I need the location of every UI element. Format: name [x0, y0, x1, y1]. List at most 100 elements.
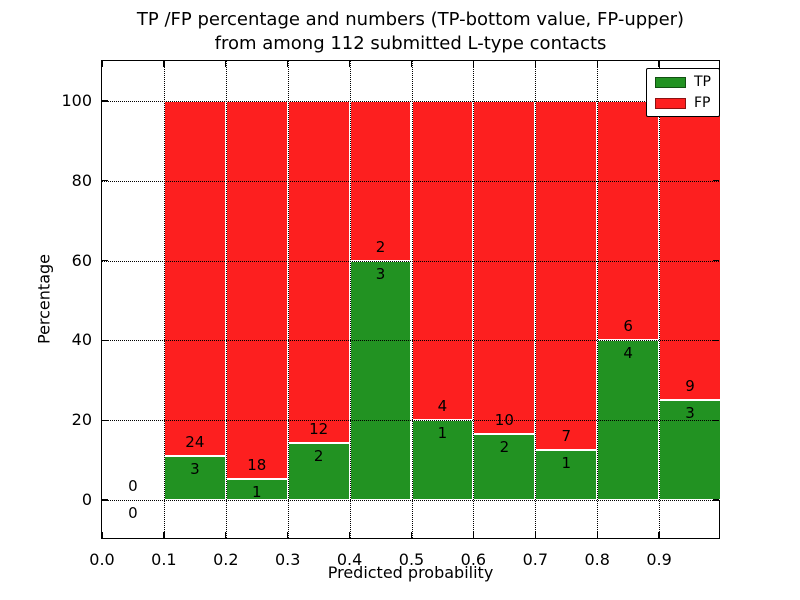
x-gridline	[349, 61, 351, 538]
x-tick-top	[410, 61, 413, 67]
tp-bar-segment	[163, 455, 226, 501]
x-tick-top	[225, 61, 227, 67]
tp-count-annotation: 0	[128, 504, 138, 523]
x-tick-bottom	[534, 532, 536, 538]
x-tick-bottom	[410, 532, 413, 538]
legend: TP FP	[646, 68, 720, 117]
x-gridline	[659, 61, 661, 538]
y-gridline	[102, 340, 719, 342]
tp-count-annotation: 2	[313, 447, 324, 466]
tick-layer	[101, 61, 719, 538]
fp-count-annotation: 18	[247, 456, 267, 475]
bars-layer	[102, 61, 721, 538]
x-tick-bottom	[225, 532, 227, 538]
grid-layer	[102, 61, 719, 538]
x-tick-label: 0.2	[213, 550, 239, 569]
x-tick-label: 0.5	[398, 550, 425, 569]
fp-count-annotation: 12	[309, 420, 329, 439]
y-tick-right	[713, 419, 719, 421]
tp-bar-segment	[597, 340, 660, 501]
x-tick-label: 0.3	[274, 550, 301, 569]
y-gridline	[102, 100, 719, 102]
fp-bar-segment	[411, 100, 474, 421]
x-tick-label: 0.1	[151, 550, 177, 569]
fp-count-annotation: 10	[494, 410, 514, 429]
x-tick-bottom	[658, 532, 660, 538]
tp-legend-swatch	[655, 76, 686, 88]
x-gridline	[535, 61, 537, 538]
y-tick-left	[102, 499, 108, 501]
x-tick-top	[163, 61, 165, 67]
y-gridline	[102, 420, 719, 422]
y-tick-label: 100	[61, 90, 92, 110]
chart-title-line2: from among 112 submitted L-type contacts	[214, 33, 607, 54]
x-tick-bottom	[287, 532, 289, 538]
y-tick-left	[102, 180, 108, 182]
tp-count-annotation: 4	[623, 344, 633, 363]
legend-item-fp: FP	[655, 96, 711, 110]
x-tick-top	[287, 61, 289, 67]
y-tick-right	[713, 499, 719, 501]
chart-title-line1: TP /FP percentage and numbers (TP-bottom…	[136, 9, 685, 30]
x-tick-bottom	[472, 532, 475, 538]
tp-legend-label: TP	[694, 74, 711, 90]
x-tick-label: 0.4	[336, 550, 363, 569]
fp-bar-segment	[659, 100, 721, 401]
x-tick-top	[348, 61, 351, 67]
y-tick-left	[102, 339, 108, 342]
y-tick-right	[713, 180, 719, 182]
legend-item-tp: TP	[655, 75, 711, 89]
tp-bar-segment	[473, 433, 536, 501]
x-tick-top	[101, 61, 103, 67]
x-tick-top	[658, 61, 660, 67]
x-tick-label: 0.0	[89, 550, 115, 569]
x-tick-top	[534, 61, 536, 67]
fp-count-annotation: 9	[685, 377, 695, 396]
x-tick-top	[596, 61, 598, 67]
fp-legend-label: FP	[694, 95, 711, 111]
x-tick-bottom	[596, 532, 598, 538]
axis-tick-labels-layer: 0 20 40 60 80 100 0.0 0.1 0.2 0.3 0.4 0.5 0.6 0.7 0.8 0…	[61, 61, 719, 569]
x-tick-label: 0.6	[460, 550, 487, 569]
x-axis-label: Predicted probability	[327, 563, 494, 582]
y-tick-label: 60	[71, 250, 92, 270]
annotations-layer: 0 0 24 3 18 1 12 2 2 3 4 1 10 2 7 1 6 4 9 3	[102, 61, 719, 538]
x-gridline	[473, 61, 475, 538]
tp-count-annotation: 1	[251, 483, 262, 502]
x-tick-bottom	[348, 532, 351, 538]
plot-area: 0 0 24 3 18 1 12 2 2 3 4 1 10 2 7 1 6 4 9 3 0 20 40 60 80 100 0.0…	[61, 60, 721, 569]
x-gridline	[287, 61, 289, 538]
tp-count-annotation: 3	[190, 459, 200, 478]
y-tick-label: 80	[71, 170, 92, 190]
fp-legend-swatch	[655, 97, 686, 109]
fp-bar-segment	[597, 100, 660, 341]
y-tick-left	[102, 100, 108, 102]
fp-count-annotation: 2	[375, 237, 386, 256]
fp-count-annotation: 6	[623, 317, 633, 336]
y-gridline	[102, 180, 719, 182]
tp-count-annotation: 1	[561, 454, 572, 473]
y-tick-label: 0	[81, 490, 92, 510]
y-tick-label: 20	[71, 410, 92, 430]
y-tick-left	[102, 259, 108, 262]
y-tick-right	[713, 339, 719, 342]
fp-bar-segment	[163, 100, 226, 456]
x-tick-bottom	[101, 532, 103, 538]
x-gridline	[597, 61, 599, 538]
x-gridline	[163, 61, 165, 538]
x-tick-label: 0.8	[584, 550, 610, 569]
tp-count-annotation: 2	[499, 437, 510, 456]
fp-bar-segment	[225, 100, 288, 480]
fp-bar-segment	[349, 100, 412, 261]
x-tick-bottom	[163, 532, 165, 538]
tp-bar-segment	[535, 450, 598, 501]
y-tick-label: 40	[71, 330, 92, 350]
x-tick-label: 0.9	[646, 550, 672, 569]
y-gridline	[102, 500, 719, 502]
fp-count-annotation: 24	[185, 432, 205, 451]
x-tick-top	[472, 61, 475, 67]
tp-count-annotation: 3	[375, 264, 386, 283]
fp-count-annotation: 0	[128, 477, 138, 496]
x-tick-label: 0.7	[522, 550, 549, 569]
